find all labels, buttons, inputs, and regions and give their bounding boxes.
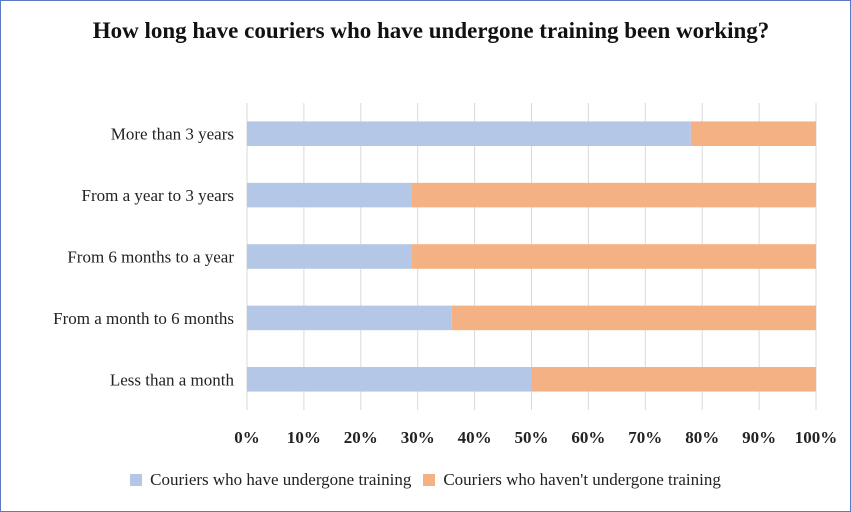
- chart-title: How long have couriers who have undergon…: [92, 18, 770, 43]
- bar-series1-0: [690, 121, 816, 146]
- bar-series1-1: [412, 182, 816, 208]
- category-label-4: Less than a month: [110, 370, 235, 389]
- bar-series1-2: [412, 244, 816, 269]
- x-tick-label-10: 100%: [795, 428, 838, 447]
- x-tick-label-8: 80%: [685, 428, 719, 447]
- category-label-1: From a year to 3 years: [82, 186, 234, 205]
- bar-series1-4: [531, 367, 816, 392]
- x-tick-label-0: 0%: [234, 428, 260, 447]
- bar-series0-1: [247, 182, 413, 208]
- x-tick-label-3: 30%: [401, 428, 435, 447]
- x-tick-label-6: 60%: [571, 428, 605, 447]
- x-tick-label-7: 70%: [628, 428, 662, 447]
- category-label-0: More than 3 years: [111, 125, 234, 144]
- legend-swatch-untrained: [423, 474, 436, 486]
- legend-item-trained: Couriers who have undergone training: [130, 470, 411, 490]
- bar-series1-3: [451, 305, 816, 331]
- chart-legend: Couriers who have undergone training Cou…: [0, 470, 851, 490]
- legend-label-untrained: Couriers who haven't undergone training: [443, 470, 721, 489]
- x-tick-label-4: 40%: [458, 428, 492, 447]
- category-label-2: From 6 months to a year: [67, 248, 234, 267]
- legend-label-trained: Couriers who have undergone training: [150, 470, 412, 489]
- bar-series0-2: [247, 244, 413, 269]
- legend-item-untrained: Couriers who haven't undergone training: [423, 470, 721, 490]
- x-tick-label-1: 10%: [287, 428, 321, 447]
- bar-series0-0: [247, 121, 691, 146]
- bar-series0-3: [247, 305, 452, 331]
- x-tick-label-5: 50%: [515, 428, 549, 447]
- x-tick-label-9: 90%: [742, 428, 776, 447]
- x-tick-label-2: 20%: [344, 428, 378, 447]
- category-label-3: From a month to 6 months: [53, 309, 234, 328]
- legend-swatch-trained: [130, 474, 143, 486]
- bar-series0-4: [247, 367, 532, 392]
